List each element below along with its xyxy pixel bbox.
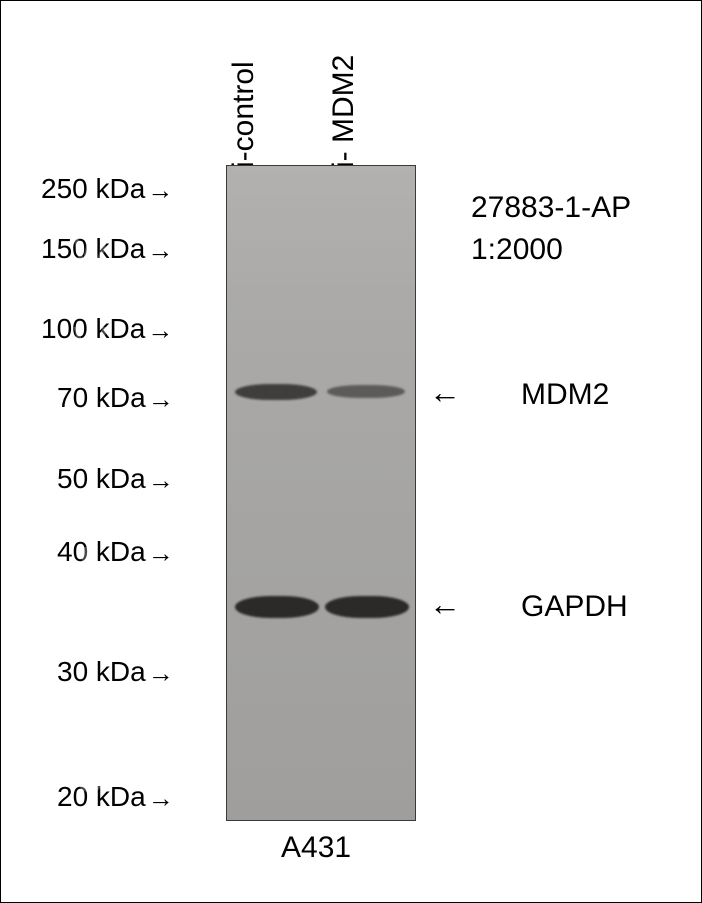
arrow-right-icon: → — [148, 384, 174, 415]
arrow-right-icon: → — [148, 538, 174, 569]
arrow-left-icon: ← — [429, 374, 461, 411]
arrow-right-icon: → — [148, 783, 174, 814]
lane-label-2: si- MDM2 — [327, 55, 361, 183]
antibody-dilution: 1:2000 — [471, 233, 563, 267]
western-blot-membrane — [226, 165, 416, 821]
arrow-right-icon: → — [148, 658, 174, 689]
target-label-gapdh: GAPDH — [521, 590, 628, 624]
arrow-right-icon: → — [147, 315, 173, 346]
antibody-catalog: 27883-1-AP — [471, 191, 631, 225]
watermark-text: WWW.PTGLAB.COM — [69, 231, 111, 847]
mw-marker-250: 250 kDa→ — [41, 173, 173, 206]
mw-label: 250 kDa — [41, 173, 145, 204]
band-mdm2-lane2 — [327, 385, 405, 398]
blot-background — [227, 166, 415, 820]
cell-line-label: A431 — [281, 831, 351, 865]
band-gapdh-lane2 — [325, 596, 409, 618]
target-label-mdm2: MDM2 — [521, 378, 609, 412]
arrow-right-icon: → — [147, 175, 173, 206]
arrow-right-icon: → — [147, 235, 173, 266]
arrow-left-icon: ← — [429, 586, 461, 623]
band-mdm2-lane1 — [235, 384, 317, 400]
figure-container: si-control si- MDM2 250 kDa→ 150 kDa→ 10… — [0, 0, 702, 903]
arrow-right-icon: → — [148, 465, 174, 496]
band-gapdh-lane1 — [235, 596, 319, 618]
